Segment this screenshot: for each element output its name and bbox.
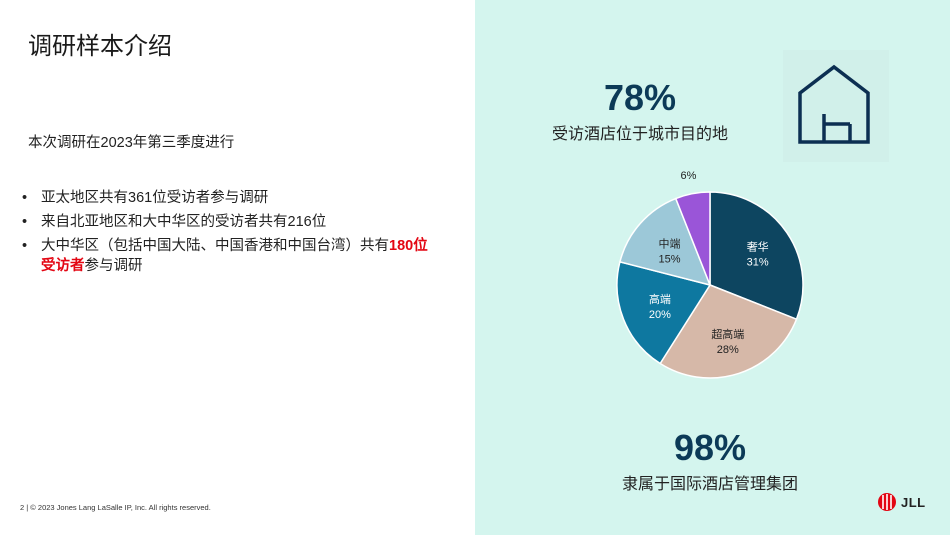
bullet-list: • 亚太地区共有361位受访者参与调研 • 来自北亚地区和大中华区的受访者共有2… <box>22 188 442 280</box>
jll-logo: JLL <box>877 492 926 512</box>
pie-slice-label: 超高端 28% <box>711 327 744 356</box>
pie-slice <box>674 191 711 286</box>
bullet-text: 来自北亚地区和大中华区的受访者共有216位 <box>41 214 327 230</box>
pie-category-label: 中端 <box>659 237 681 250</box>
pie-slice <box>659 284 798 379</box>
stat-value: 78% <box>603 77 677 118</box>
stat-label: 隶属于国际酒店管理集团 <box>621 476 798 493</box>
pie-slice <box>709 191 804 321</box>
pie-percent-label: 28% <box>717 344 739 356</box>
bullet-item: • 大中华区（包括中国大陆、中国香港和中国台湾）共有180位受访者参与调研 <box>22 236 442 276</box>
pie-percent-label: 6% <box>680 170 696 182</box>
house-outline-icon <box>783 50 889 162</box>
pie-category-label: 高端 <box>649 292 671 306</box>
bullet-marker: • <box>22 214 28 230</box>
bullet-item: • 来自北亚地区和大中华区的受访者共有216位 <box>22 212 442 232</box>
bullet-marker: • <box>22 190 28 206</box>
hotel-segment-pie-chart: 奢华 31% 超高端 28% 高端 20% 中端 15% 经济型6% <box>616 170 804 379</box>
bullet-marker: • <box>22 238 28 254</box>
bullet-item: • 亚太地区共有361位受访者参与调研 <box>22 188 442 208</box>
pie-percent-label: 15% <box>659 253 681 265</box>
logo-text: JLL <box>901 494 926 510</box>
pie-slice-label: 奢华 31% <box>747 240 769 269</box>
stat-international-group: 98% 隶属于国际酒店管理集团 <box>570 428 850 494</box>
bullet-text: 大中华区（包括中国大陆、中国香港和中国台湾）共有 <box>41 238 389 254</box>
stat-value: 98% <box>673 427 747 468</box>
pie-category-label: 超高端 <box>711 327 744 341</box>
pie-percent-label: 20% <box>649 309 671 321</box>
pie-slice <box>616 260 712 365</box>
pie-slice-label: 高端 20% <box>649 292 671 321</box>
pie-slice-label: 中端 15% <box>659 237 681 265</box>
bullet-text: 亚太地区共有361位受访者参与调研 <box>41 190 269 206</box>
highlighted-respondent-count: 180位受访者 <box>41 238 428 274</box>
pie-percent-label: 31% <box>747 257 769 269</box>
pie-slice <box>619 197 712 287</box>
slide-title: 调研样本介绍 <box>28 33 172 60</box>
stat-label: 受访酒店位于城市目的地 <box>551 126 728 143</box>
pie-category-label: 奢华 <box>747 240 769 254</box>
left-panel: 调研样本介绍 本次调研在2023年第三季度进行 • 亚太地区共有361位受访者参… <box>20 33 442 512</box>
pie-slice-label: 经济型6% <box>680 170 696 182</box>
copyright-footer: 2 | © 2023 Jones Lang LaSalle IP, Inc. A… <box>20 503 211 512</box>
bullet-text-suffix: 参与调研 <box>84 258 143 274</box>
stat-urban-destination: 78% 受访酒店位于城市目的地 <box>500 78 780 144</box>
jll-logo-icon <box>878 493 896 511</box>
survey-period-text: 本次调研在2023年第三季度进行 <box>28 135 235 151</box>
